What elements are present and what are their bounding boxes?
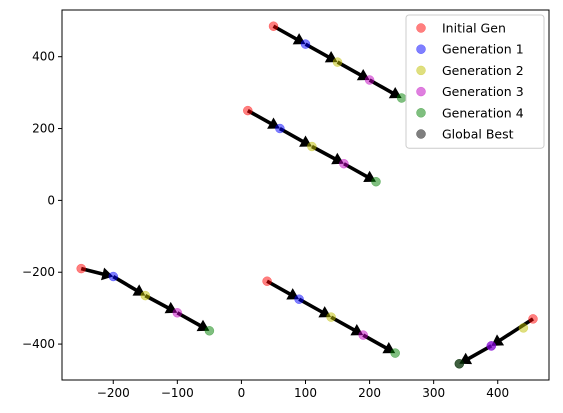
trajectory-arrow	[368, 78, 402, 99]
legend-label: Initial Gen	[442, 21, 506, 36]
data-point-series-3	[307, 141, 317, 152]
data-point-series-1	[243, 105, 253, 116]
trajectory-arrow	[246, 109, 280, 129]
y-tick-label: −400	[22, 337, 55, 351]
trajectory-arrow	[272, 24, 306, 45]
y-tick-label: −200	[22, 265, 55, 279]
x-tick-label: 100	[294, 386, 317, 400]
legend-label: Global Best	[442, 127, 514, 142]
trajectory-arrow	[362, 333, 396, 354]
legend-marker	[416, 129, 426, 139]
legend-marker	[416, 23, 426, 33]
data-point-series-1	[268, 21, 279, 31]
data-point-series-5	[390, 348, 400, 358]
data-point-series-1	[76, 263, 86, 274]
trajectory-arrow	[336, 60, 370, 81]
trajectory-arrow	[343, 162, 376, 182]
legend-box	[405, 14, 545, 149]
data-point-series-3	[326, 312, 336, 322]
trajectory-arrow	[330, 315, 364, 336]
data-point-series-4	[172, 308, 183, 318]
data-point-series-6	[454, 359, 465, 369]
data-point-series-2	[294, 294, 304, 304]
legend-label: Generation 4	[442, 105, 524, 120]
x-tick-label: 200	[358, 386, 381, 400]
data-point-series-4	[339, 158, 349, 169]
x-tick-label: −200	[97, 386, 130, 400]
legend-label: Generation 1	[442, 42, 524, 57]
data-point-series-1	[528, 314, 538, 324]
data-point-series-3	[332, 57, 343, 67]
trajectory-arrow	[298, 297, 332, 318]
data-point-series-5	[371, 176, 381, 187]
trajectory-arrow	[304, 42, 338, 63]
x-tick-label: 400	[486, 386, 509, 400]
y-tick-label: 400	[32, 50, 55, 64]
data-point-series-4	[364, 75, 375, 85]
legend-marker	[416, 108, 426, 118]
legend-marker	[416, 44, 426, 54]
trajectory-arrow	[266, 279, 300, 300]
x-tick-label: −100	[161, 386, 194, 400]
trajectory-arrow	[112, 275, 146, 296]
y-tick-label: 200	[32, 122, 55, 136]
trajectory-arrow	[80, 266, 114, 281]
trajectory-arrow	[459, 344, 493, 365]
data-point-series-5	[204, 326, 215, 336]
data-point-series-2	[108, 271, 119, 282]
x-tick-label: 300	[422, 386, 445, 400]
legend-label: Generation 2	[442, 63, 524, 78]
trajectory-arrow	[144, 294, 178, 314]
legend-label: Generation 3	[442, 84, 524, 99]
data-point-series-5	[396, 93, 407, 103]
legend-marker	[416, 86, 426, 97]
data-point-series-1	[262, 276, 272, 286]
trajectory-arrow	[279, 127, 312, 147]
data-point-series-4	[486, 341, 497, 351]
data-point-series-2	[300, 39, 311, 49]
data-point-series-3	[140, 290, 151, 301]
data-point-series-4	[358, 330, 368, 340]
x-tick-label: 0	[238, 386, 246, 400]
legend: Initial Gen Generation 1 Generation 2 Gener…	[405, 14, 545, 149]
trajectory-arrow	[176, 311, 210, 332]
data-point-series-2	[275, 123, 285, 134]
trajectory-arrow	[311, 144, 344, 165]
data-point-series-3	[518, 323, 529, 333]
y-tick-label: 0	[47, 193, 55, 207]
legend-marker	[416, 65, 426, 76]
